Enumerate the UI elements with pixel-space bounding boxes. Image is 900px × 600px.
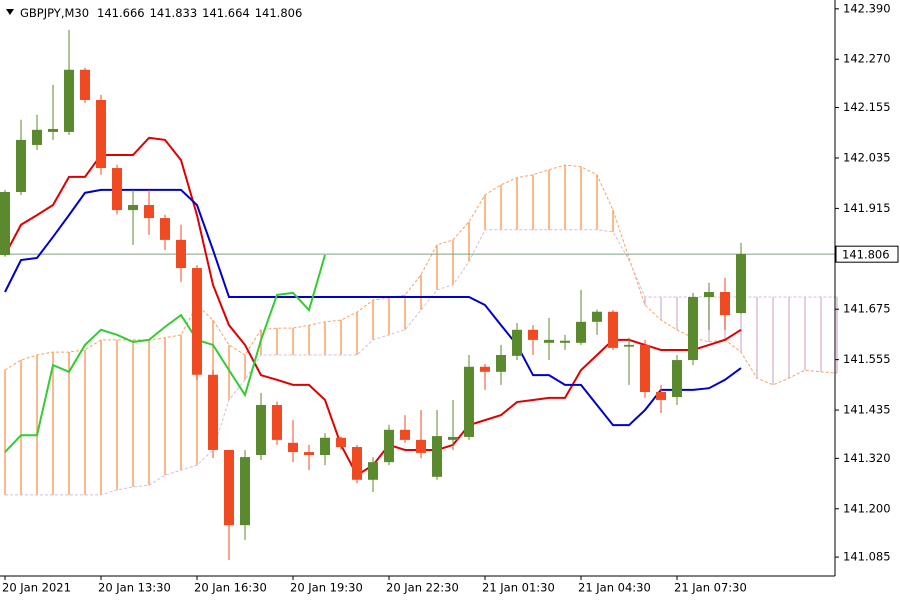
candle-body [48, 128, 58, 132]
candle-body [352, 447, 362, 480]
candle-body [0, 192, 10, 256]
y-tick-label: 142.270 [843, 52, 891, 66]
y-tick-label: 141.320 [843, 451, 891, 465]
candle-body [368, 462, 378, 480]
candle-body [192, 268, 202, 375]
candle-body [416, 439, 426, 453]
candle-body [480, 366, 490, 372]
candle-body [336, 437, 346, 448]
header-open: 141.666 [97, 6, 145, 20]
plot-area [0, 29, 838, 561]
header-high: 141.833 [150, 6, 198, 20]
candle-body [720, 291, 730, 316]
candle-body [432, 436, 442, 477]
candle-body [272, 405, 282, 440]
candle-body [256, 405, 266, 456]
symbol-title: GBPJPY,M30 [20, 6, 89, 20]
y-tick-label: 142.155 [843, 100, 891, 114]
y-tick-label: 142.390 [843, 1, 891, 15]
y-tick-label: 141.085 [843, 550, 891, 564]
current-price-label: 141.806 [842, 248, 890, 262]
candle-body [288, 442, 298, 453]
header-low: 141.664 [202, 6, 250, 20]
candle-body [464, 366, 474, 437]
candle-body [592, 311, 602, 322]
candle-body [144, 205, 154, 219]
candle-body [672, 360, 682, 398]
candle-body [240, 457, 250, 526]
candle-body [656, 391, 666, 400]
candle-body [496, 355, 506, 372]
candle-body [448, 436, 458, 440]
x-tick-label: 20 Jan 22:30 [386, 581, 459, 595]
candle-body [384, 429, 394, 463]
y-tick-label: 141.200 [843, 501, 891, 515]
candle-body [128, 205, 138, 211]
candle-body [32, 129, 42, 145]
x-tick-label: 20 Jan 16:30 [194, 581, 267, 595]
candle-body [80, 69, 90, 100]
candle-body [160, 218, 170, 240]
header-close: 141.806 [255, 6, 303, 20]
x-tick-label: 21 Jan 04:30 [578, 581, 651, 595]
candle-body [64, 69, 74, 132]
candle-body [304, 452, 314, 456]
candle-body [640, 344, 650, 392]
indicator-line [4, 254, 326, 453]
y-tick-label: 141.915 [843, 201, 891, 215]
candle-body [176, 239, 186, 269]
candle-body [400, 429, 410, 440]
candle-body [16, 139, 26, 192]
candle-body [624, 344, 634, 347]
candle-body [320, 437, 330, 456]
y-tick-label: 142.035 [843, 150, 891, 164]
candle-body [608, 311, 618, 348]
y-tick-label: 141.435 [843, 403, 891, 417]
x-tick-label: 21 Jan 01:30 [482, 581, 555, 595]
x-tick-label: 21 Jan 07:30 [674, 581, 747, 595]
symbol-menu-icon[interactable] [6, 9, 14, 15]
y-tick-label: 141.675 [843, 302, 891, 316]
y-tick-label: 141.555 [843, 352, 891, 366]
candle-body [576, 321, 586, 343]
x-tick-label: 20 Jan 19:30 [290, 581, 363, 595]
x-tick-label: 20 Jan 2021 [2, 581, 71, 595]
chart-header: GBPJPY,M30 141.666 141.833 141.664 141.806 [20, 6, 302, 20]
candle-body [112, 168, 122, 211]
x-tick-label: 20 Jan 13:30 [98, 581, 171, 595]
candle-body [528, 329, 538, 340]
candle-body [512, 329, 522, 356]
current-price-box [835, 245, 899, 263]
candle-body [560, 340, 570, 343]
candle-body [688, 297, 698, 361]
candle-body [704, 291, 714, 298]
candle-body [224, 449, 234, 526]
candle-body [208, 374, 218, 450]
candle-body [544, 339, 554, 343]
candle-body [96, 99, 106, 169]
candle-body [736, 254, 746, 313]
indicator-line [4, 188, 742, 427]
